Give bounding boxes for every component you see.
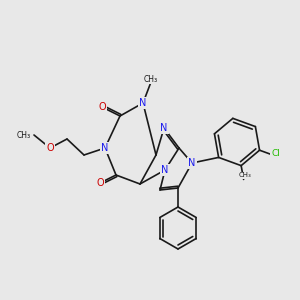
Text: O: O [98,102,106,112]
Text: CH₃: CH₃ [17,130,31,140]
Text: N: N [161,165,169,175]
Text: O: O [46,143,54,153]
Text: N: N [139,98,147,108]
Text: O: O [96,178,104,188]
Text: N: N [160,123,168,133]
Text: CH₃: CH₃ [238,172,251,178]
Text: N: N [101,143,109,153]
Text: N: N [188,158,196,168]
Text: Cl: Cl [272,149,280,158]
Text: CH₃: CH₃ [144,74,158,83]
